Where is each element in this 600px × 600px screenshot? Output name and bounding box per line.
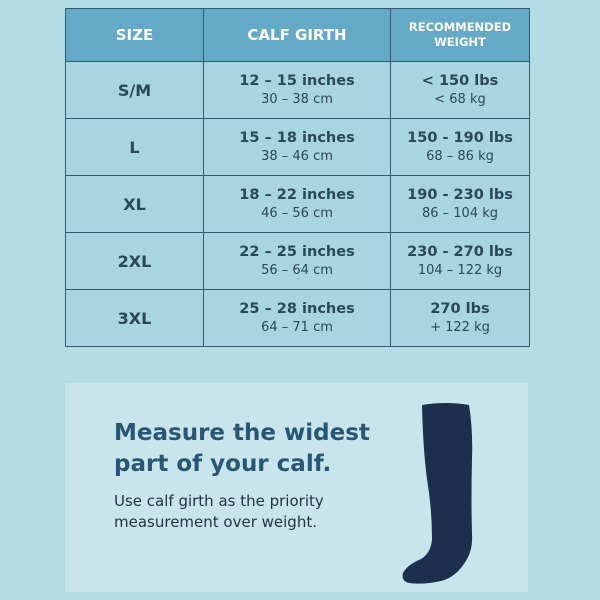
- weight-kg: < 68 kg: [434, 91, 486, 107]
- weight-kg: 86 – 104 kg: [421, 205, 499, 221]
- table-row: 2XL 22 – 25 inches 56 – 64 cm 230 - 270 lbs…: [65, 232, 530, 290]
- weight-lbs: 230 - 270 lbs: [407, 243, 513, 260]
- girth-cm: 56 – 64 cm: [261, 262, 333, 278]
- weight-cell: 230 - 270 lbs 104 – 122 kg: [390, 232, 530, 290]
- calf-girth-cell: 25 – 28 inches 64 – 71 cm: [203, 289, 391, 347]
- header-recommended-weight: RECOMMENDED WEIGHT: [390, 8, 530, 62]
- tip-heading: Measure the widest part of your calf.: [114, 418, 370, 480]
- tip-body-line: Use calf girth as the priority: [114, 492, 324, 510]
- table-row: 3XL 25 – 28 inches 64 – 71 cm 270 lbs + 122 …: [65, 289, 530, 347]
- table-header-row: SIZE CALF GIRTH RECOMMENDED WEIGHT: [65, 8, 530, 62]
- tip-body: Use calf girth as the priority measureme…: [114, 491, 324, 533]
- header-calf-girth: CALF GIRTH: [203, 8, 391, 62]
- size-chart-table: SIZE CALF GIRTH RECOMMENDED WEIGHT S/M 12…: [65, 8, 530, 347]
- weight-kg: + 122 kg: [430, 319, 490, 335]
- girth-inches: 25 – 28 inches: [239, 300, 355, 317]
- size-cell: 3XL: [65, 289, 204, 347]
- weight-kg: 68 – 86 kg: [426, 148, 494, 164]
- girth-inches: 15 – 18 inches: [239, 129, 355, 146]
- weight-cell: 190 - 230 lbs 86 – 104 kg: [390, 175, 530, 233]
- sock-icon: [402, 403, 473, 584]
- weight-lbs: < 150 lbs: [421, 72, 499, 89]
- size-cell: XL: [65, 175, 204, 233]
- weight-cell: < 150 lbs < 68 kg: [390, 61, 530, 119]
- tip-body-line: measurement over weight.: [114, 513, 317, 531]
- weight-lbs: 190 - 230 lbs: [407, 186, 513, 203]
- girth-cm: 30 – 38 cm: [261, 91, 333, 107]
- table-row: XL 18 – 22 inches 46 – 56 cm 190 - 230 lbs 8…: [65, 175, 530, 233]
- size-cell: 2XL: [65, 232, 204, 290]
- weight-cell: 150 - 190 lbs 68 – 86 kg: [390, 118, 530, 176]
- table-row: L 15 – 18 inches 38 – 46 cm 150 - 190 lbs 68…: [65, 118, 530, 176]
- girth-cm: 38 – 46 cm: [261, 148, 333, 164]
- tip-heading-line: Measure the widest: [114, 420, 370, 446]
- weight-kg: 104 – 122 kg: [417, 262, 503, 278]
- size-cell: S/M: [65, 61, 204, 119]
- girth-inches: 22 – 25 inches: [239, 243, 355, 260]
- tip-heading-line: part of your calf.: [114, 451, 332, 477]
- calf-girth-cell: 18 – 22 inches 46 – 56 cm: [203, 175, 391, 233]
- weight-cell: 270 lbs + 122 kg: [390, 289, 530, 347]
- header-size: SIZE: [65, 8, 204, 62]
- girth-inches: 12 – 15 inches: [239, 72, 355, 89]
- calf-girth-cell: 12 – 15 inches 30 – 38 cm: [203, 61, 391, 119]
- calf-girth-cell: 22 – 25 inches 56 – 64 cm: [203, 232, 391, 290]
- calf-girth-cell: 15 – 18 inches 38 – 46 cm: [203, 118, 391, 176]
- girth-inches: 18 – 22 inches: [239, 186, 355, 203]
- girth-cm: 46 – 56 cm: [261, 205, 333, 221]
- size-cell: L: [65, 118, 204, 176]
- measurement-tip-card: Measure the widest part of your calf. Us…: [65, 383, 528, 592]
- girth-cm: 64 – 71 cm: [261, 319, 333, 335]
- weight-lbs: 150 - 190 lbs: [407, 129, 513, 146]
- weight-lbs: 270 lbs: [430, 300, 490, 317]
- table-row: S/M 12 – 15 inches 30 – 38 cm < 150 lbs < 68…: [65, 61, 530, 119]
